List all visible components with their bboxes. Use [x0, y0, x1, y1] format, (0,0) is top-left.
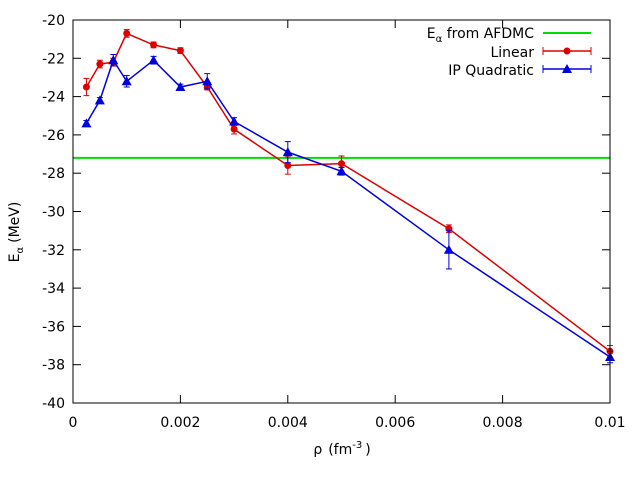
data-point-ip-quadratic [443, 244, 454, 254]
y-axis-label-sub: α [15, 246, 26, 253]
y-tick-label: -32 [42, 243, 65, 259]
legend-symbol [562, 64, 572, 73]
data-point-linear [150, 41, 158, 49]
legend-label-linear: Linear [490, 45, 534, 61]
y-axis-label: Eα (MeV) [7, 202, 26, 263]
y-tick-label: -30 [42, 205, 65, 221]
series-line-linear [85, 32, 611, 352]
x-axis-label-unit-suffix: ) [365, 442, 370, 458]
x-axis-label: ρ (fm-3) [313, 440, 370, 458]
x-axis-label-unit-prefix: (fm [328, 442, 352, 458]
y-axis-label-main: E [7, 253, 23, 262]
x-tick-label: 0.008 [483, 415, 523, 431]
y-tick-label: -24 [42, 90, 65, 106]
y-axis-label-unit: (MeV) [7, 202, 23, 243]
legend-label-ip-quadratic: IP Quadratic [448, 63, 534, 79]
data-point-linear [176, 47, 184, 55]
data-point-ip-quadratic [94, 95, 105, 105]
data-point-linear [338, 160, 345, 168]
data-point-ip-quadratic [202, 76, 213, 86]
legend: Eα from AFDMC Linear IP Quadratic [427, 26, 592, 79]
data-point-ip-quadratic [121, 76, 132, 86]
plot-area [73, 29, 615, 364]
legend-label-afdmc-rest: from AFDMC [442, 26, 534, 42]
y-tick-label: -20 [42, 13, 65, 29]
data-point-linear [123, 29, 131, 37]
y-tick-label: -26 [42, 128, 65, 144]
data-point-ip-quadratic [336, 166, 347, 176]
x-tick-label: 0.004 [268, 415, 308, 431]
x-tick-label: 0.006 [375, 415, 415, 431]
data-point-ip-quadratic [108, 55, 119, 65]
data-point-ip-quadratic [282, 147, 293, 157]
legend-marker-ip-quadratic [542, 64, 592, 73]
legend-label-afdmc-main: E [427, 26, 436, 42]
y-tick-label: -34 [42, 281, 65, 297]
y-tick-label: -28 [42, 166, 65, 182]
data-point-linear [82, 83, 90, 91]
x-tick-label: 0.002 [160, 415, 200, 431]
x-tick-label: 0 [69, 415, 78, 431]
legend-marker-linear [542, 47, 592, 55]
data-point-ip-quadratic [81, 118, 92, 128]
y-tick-label: -40 [42, 396, 65, 412]
data-point-linear [230, 125, 238, 133]
y-tick-label: -36 [42, 319, 65, 335]
y-tick-label: -22 [42, 51, 65, 67]
data-point-ip-quadratic [229, 116, 240, 126]
data-point-ip-quadratic [175, 82, 186, 92]
data-point-ip-quadratic [148, 55, 159, 65]
legend-symbol [563, 47, 571, 55]
x-axis-label-unit-sup: -3 [352, 440, 362, 451]
x-tick-label: 0.01 [594, 415, 625, 431]
axes: 0 0.002 0.004 0.006 0.008 0.01 -40 -38 -36 -34 -32… [42, 13, 625, 431]
x-axis-label-main: ρ [313, 442, 322, 458]
data-point-linear [96, 60, 104, 68]
legend-label-afdmc-sub: α [436, 34, 443, 45]
data-point-linear [284, 162, 292, 170]
series-line-ip-quadratic [85, 58, 611, 358]
legend-label-afdmc: Eα from AFDMC [427, 26, 534, 45]
y-tick-label: -38 [42, 358, 65, 374]
